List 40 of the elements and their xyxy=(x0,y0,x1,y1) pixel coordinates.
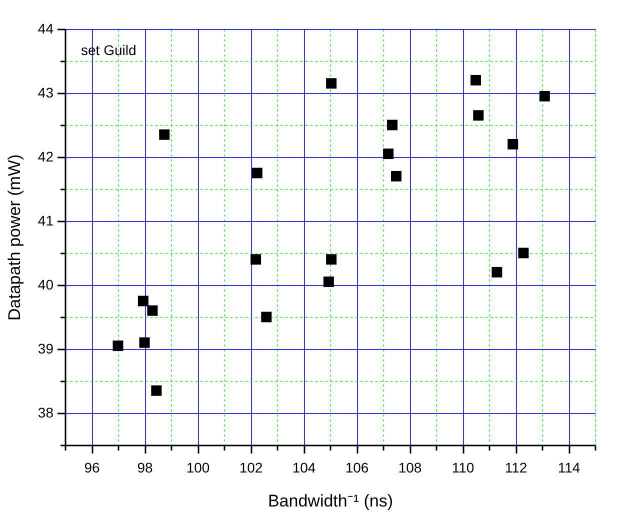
x-tick-label: 110 xyxy=(452,460,474,476)
point xyxy=(326,78,337,89)
y-tick-label: 43 xyxy=(38,84,54,100)
y-tick-label: 42 xyxy=(38,148,54,164)
x-tick-label: 96 xyxy=(84,460,100,476)
point xyxy=(518,248,529,258)
y-tick-label: 39 xyxy=(38,340,54,356)
y-axis-title: Datapath power (mW) xyxy=(4,154,24,321)
point xyxy=(139,337,150,348)
point xyxy=(326,254,337,265)
x-tick-label: 108 xyxy=(398,460,422,476)
y-tick-label: 40 xyxy=(38,276,54,292)
x-tick-label: 98 xyxy=(137,460,153,476)
point xyxy=(138,296,148,306)
point xyxy=(151,385,162,396)
point xyxy=(147,305,158,316)
point xyxy=(261,312,272,322)
x-axis-title: Bandwidth⁻¹ (ns) xyxy=(268,492,394,510)
point xyxy=(492,266,502,278)
y-tick-label: 44 xyxy=(38,20,54,36)
x-tick-label: 100 xyxy=(186,460,210,476)
point xyxy=(387,120,398,130)
x-tick-label: 114 xyxy=(558,460,580,476)
point xyxy=(508,138,518,150)
x-tick-label: 106 xyxy=(345,460,369,476)
point xyxy=(252,168,262,178)
x-tick-label: 112 xyxy=(504,460,528,476)
y-tick-label: 41 xyxy=(38,212,54,228)
point xyxy=(159,129,170,140)
point xyxy=(470,74,481,86)
point xyxy=(383,148,394,160)
point xyxy=(250,254,262,265)
point xyxy=(473,110,484,121)
point xyxy=(391,170,402,182)
y-tick-label: 38 xyxy=(38,404,54,420)
x-tick-label: 104 xyxy=(292,460,316,476)
point xyxy=(539,90,550,102)
point xyxy=(112,340,124,352)
x-tick-label: 102 xyxy=(239,460,263,476)
point xyxy=(323,276,334,288)
